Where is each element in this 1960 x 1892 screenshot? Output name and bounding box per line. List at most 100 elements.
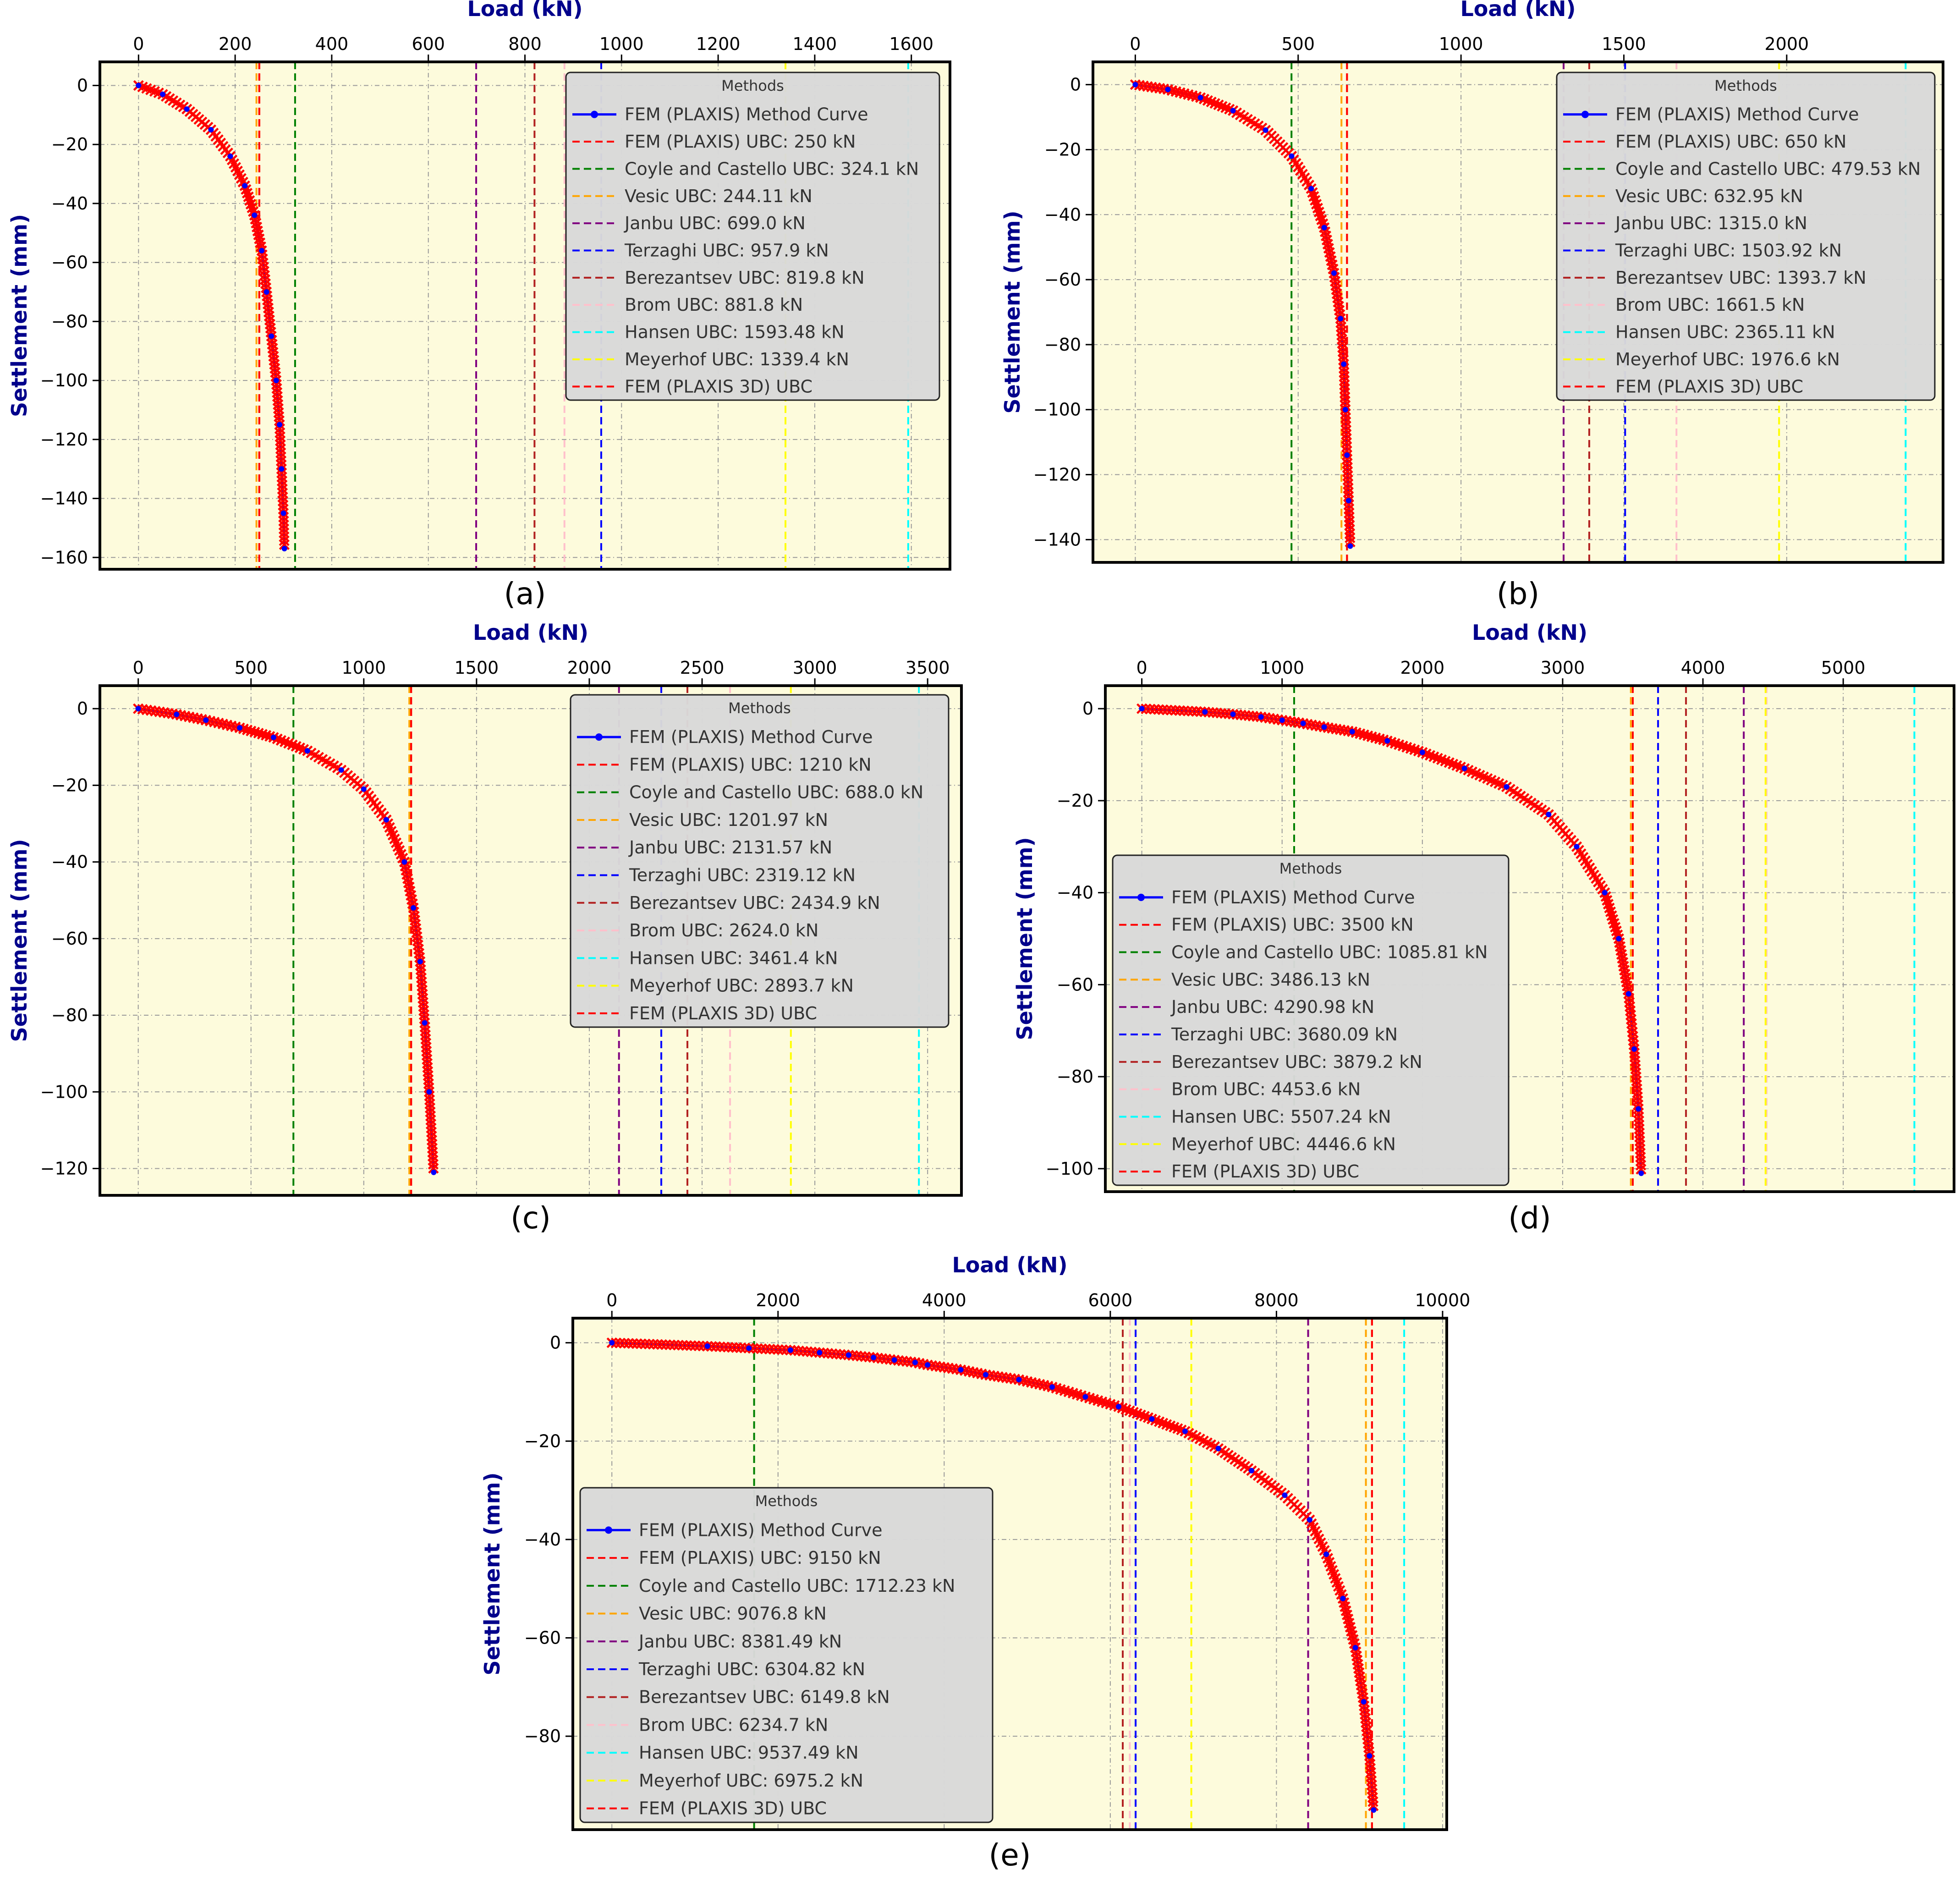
data-marker [415,964,426,975]
data-marker [760,1343,771,1354]
data-marker [425,1111,436,1122]
curve-point [925,1362,931,1368]
data-marker [423,1070,434,1081]
legend: Methods FEM (PLAXIS) Method Curve FEM (PLA… [565,72,940,401]
data-marker [1634,1119,1645,1131]
curve-point [1115,1404,1121,1410]
y-tick-label: −80 [524,1726,561,1746]
legend-label: Meyerhof UBC: 4446.6 kN [1171,1134,1396,1154]
data-marker [1174,705,1185,716]
data-marker [640,1338,651,1349]
data-marker [1341,446,1352,456]
x-tick-label: 500 [234,658,268,678]
y-tick-label: −120 [1033,465,1081,485]
panel-caption: (d) [1508,1200,1551,1236]
data-marker [1342,458,1353,469]
curve-point [1016,1377,1022,1383]
data-marker [422,1058,433,1069]
y-tick-label: −100 [1046,1159,1093,1179]
data-marker [1344,520,1355,531]
data-marker [279,531,290,542]
data-marker [1615,945,1626,956]
legend-label: Coyle and Castello UBC: 479.53 kN [1615,159,1921,179]
data-marker [416,973,427,984]
legend-label: Meyerhof UBC: 6975.2 kN [639,1771,863,1791]
data-marker [1344,516,1355,527]
curve-point [208,127,214,133]
curve-point [1349,729,1355,735]
data-marker [419,1022,430,1033]
data-marker [1620,968,1631,980]
data-marker [418,1009,429,1020]
curve-point [135,706,141,712]
y-tick-label: −100 [1033,400,1081,420]
data-marker [274,423,285,434]
curve-point [1182,1428,1188,1434]
data-marker [773,1344,784,1355]
data-marker [1157,704,1169,715]
data-marker [428,1163,439,1174]
data-marker [1339,388,1351,399]
data-marker [278,523,290,534]
data-marker [428,1155,439,1166]
data-marker [278,512,289,522]
curve-point [264,289,269,295]
legend-swatch-dot [1137,893,1145,901]
data-marker [660,1339,671,1350]
data-marker [259,274,271,285]
x-tick-label: 1500 [455,658,499,678]
curve-point [1504,784,1510,790]
y-axis-title: Settlement (mm) [480,1472,505,1675]
legend: Methods FEM (PLAXIS) Method Curve FEM (PLA… [579,1487,994,1823]
data-marker [623,1338,634,1349]
legend-label: Hansen UBC: 9537.49 kN [639,1743,859,1763]
data-marker [1340,421,1351,432]
data-marker [1338,354,1349,366]
data-marker [417,980,428,992]
data-marker [1339,371,1350,382]
data-marker [727,1342,738,1353]
data-marker [1343,478,1354,490]
data-marker [1617,957,1629,968]
curve-point [1321,724,1327,730]
legend-box [565,72,940,401]
y-tick-label: −20 [1044,139,1081,160]
x-axis-title: Load (kN) [952,1253,1067,1277]
data-marker [1635,1144,1646,1155]
curve-point [160,91,166,97]
data-marker [681,1340,692,1351]
data-marker [420,1038,432,1049]
y-axis-title: Settlement (mm) [1012,837,1037,1040]
curve-point [384,817,390,823]
x-tick-label: 3500 [906,658,950,678]
x-tick-label: 3000 [1541,658,1585,678]
data-marker [1336,334,1347,345]
data-marker [1368,1800,1379,1811]
data-marker [1362,1734,1373,1745]
legend-box [1112,854,1510,1186]
curve-point [1279,717,1285,723]
x-tick-label: 2500 [680,658,725,678]
data-marker [426,1135,438,1146]
curve-point [426,1089,432,1095]
curve-point [269,333,275,339]
curve-point [704,1343,710,1349]
curve-point [1347,543,1353,549]
curve-point [1546,812,1552,818]
curve-point [1132,82,1138,88]
data-marker [872,1353,883,1364]
legend: Methods FEM (PLAXIS) Method Curve FEM (PLA… [1112,854,1510,1186]
x-tick-label: 1000 [1260,658,1304,678]
data-marker [1342,462,1353,473]
data-marker [1339,384,1350,395]
data-marker [723,1342,734,1353]
curve-point [242,183,248,189]
data-marker [1342,470,1353,481]
data-marker [258,258,269,269]
curve-point [338,767,344,773]
data-marker [421,1050,432,1061]
data-marker [411,927,422,938]
data-marker [421,1042,432,1053]
data-marker [1635,1148,1646,1159]
axes-frame [1104,684,1955,1193]
